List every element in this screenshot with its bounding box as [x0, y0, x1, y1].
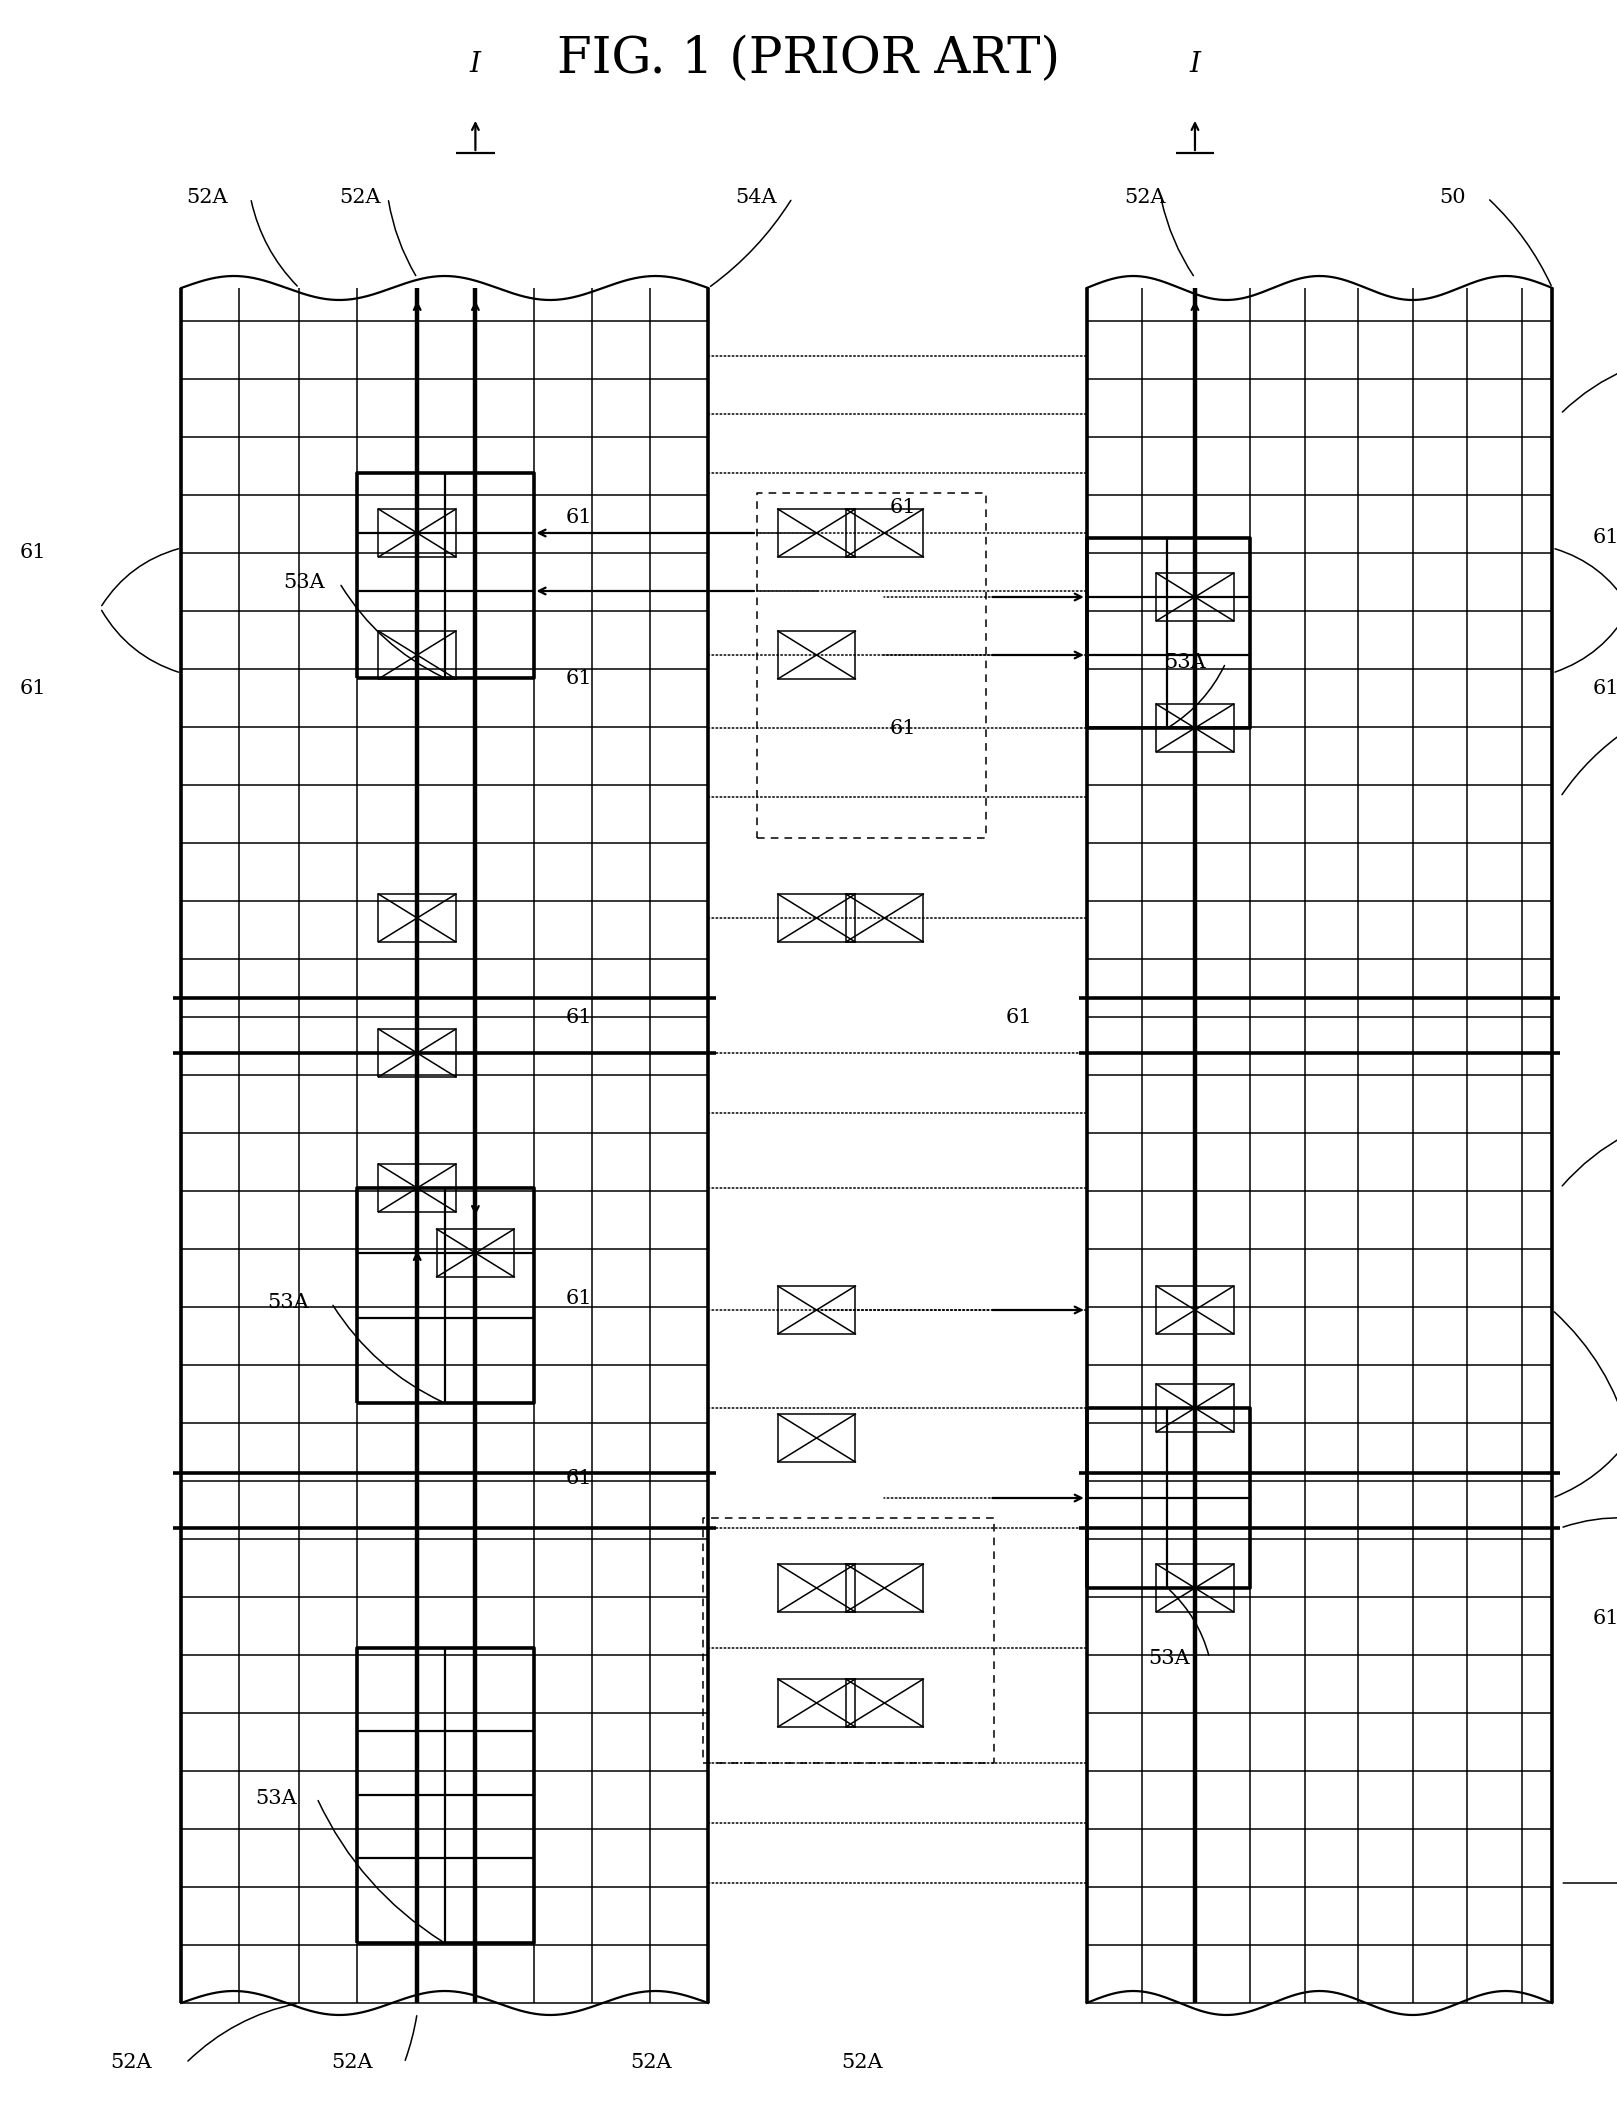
Text: 61: 61	[566, 1288, 592, 1307]
Text: 61: 61	[1593, 678, 1617, 697]
Text: 61: 61	[566, 1468, 592, 1487]
Text: 53A: 53A	[267, 1294, 309, 1313]
Text: 52A: 52A	[841, 2054, 883, 2074]
Text: 53A: 53A	[255, 1788, 298, 1807]
Text: 53A: 53A	[283, 574, 325, 593]
Text: 61: 61	[889, 718, 915, 737]
Text: 61: 61	[19, 544, 45, 563]
Text: 61: 61	[889, 498, 915, 517]
Text: 54A: 54A	[736, 189, 778, 208]
Text: 52A: 52A	[1124, 189, 1166, 208]
Text: 61: 61	[1593, 1608, 1617, 1627]
Text: 52A: 52A	[186, 189, 228, 208]
Text: 61: 61	[566, 1008, 592, 1027]
Text: 61: 61	[1593, 530, 1617, 546]
Text: 52A: 52A	[110, 2054, 152, 2074]
Text: FIG. 1 (PRIOR ART): FIG. 1 (PRIOR ART)	[556, 34, 1061, 85]
Text: 50: 50	[1439, 189, 1465, 208]
Text: 52A: 52A	[631, 2054, 673, 2074]
Text: 61: 61	[1006, 1008, 1032, 1027]
Text: 61: 61	[566, 508, 592, 527]
Text: I: I	[471, 51, 480, 78]
Text: 61: 61	[566, 669, 592, 688]
Text: 52A: 52A	[340, 189, 382, 208]
Text: 53A: 53A	[1148, 1648, 1190, 1667]
Text: 52A: 52A	[331, 2054, 374, 2074]
Text: 61: 61	[19, 678, 45, 697]
Text: I: I	[1190, 51, 1200, 78]
Text: 53A: 53A	[1164, 654, 1206, 674]
